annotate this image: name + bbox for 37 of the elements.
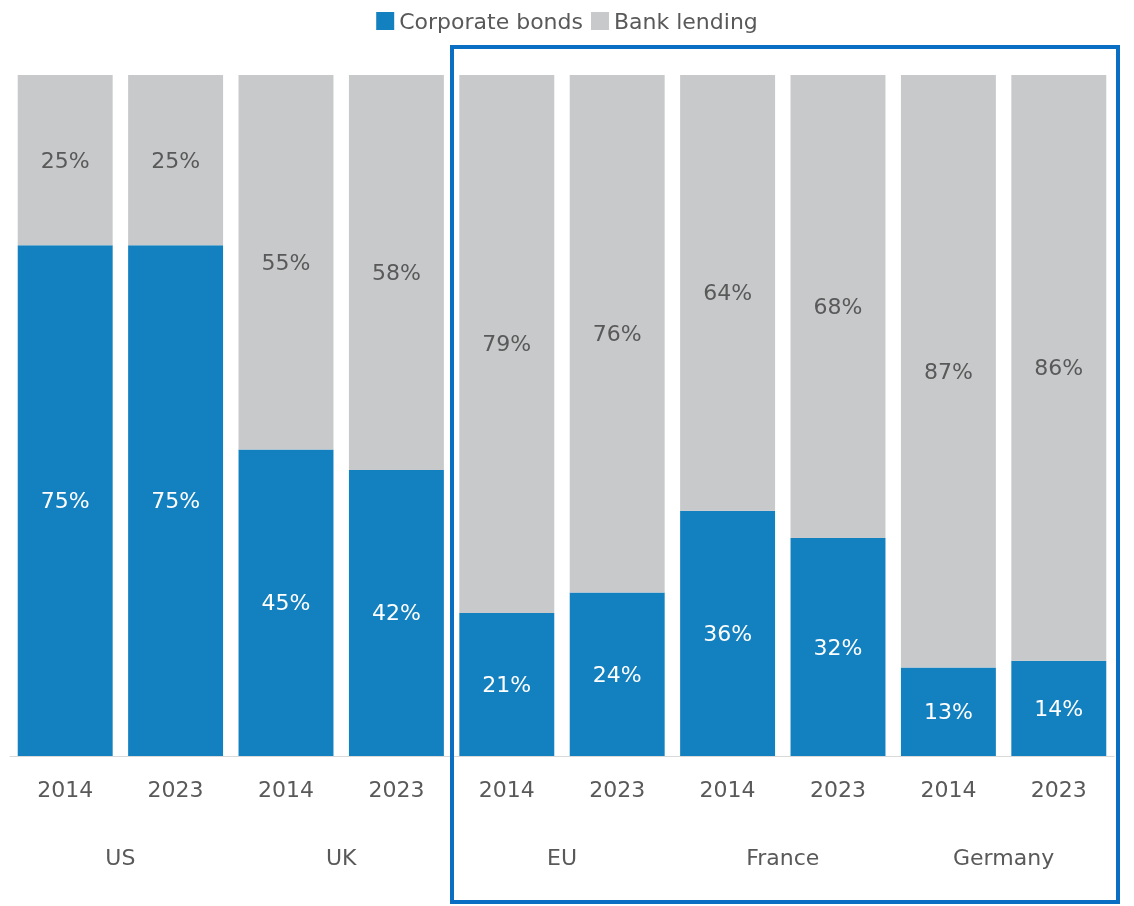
data-label: 25% (40, 147, 90, 173)
x-tick-label: 2023 (810, 776, 866, 802)
data-label: 42% (371, 600, 421, 626)
x-tick-label: 2014 (699, 776, 756, 802)
data-label: 87% (923, 358, 973, 384)
text: UK (325, 844, 358, 870)
text: Germany (953, 844, 1055, 870)
data-label: 13% (923, 699, 973, 725)
x-tick-label: 2023 (1030, 776, 1087, 802)
data-label: 58% (371, 259, 421, 285)
data-label: 75% (40, 488, 90, 514)
x-tick-label: 2014 (478, 776, 535, 802)
data-label: 25% (151, 147, 201, 173)
text: US (105, 844, 136, 870)
data-label: 79% (482, 331, 532, 357)
data-label: 55% (261, 249, 311, 275)
data-label: 14% (1034, 695, 1084, 721)
data-label: 76% (592, 321, 642, 347)
x-tick-label: 2014 (258, 776, 314, 802)
text: EU (546, 844, 578, 870)
data-label: 21% (482, 671, 532, 697)
data-label: 32% (813, 634, 863, 660)
x-tick-label: 2023 (147, 776, 204, 802)
legend-label: Corporate bonds (399, 8, 583, 34)
legend-label: Bank lending (613, 8, 758, 34)
x-tick-label: 2023 (368, 776, 425, 802)
data-label: 45% (261, 590, 311, 616)
text: France (746, 844, 820, 870)
data-label: 68% (813, 294, 863, 320)
data-label: 64% (703, 280, 753, 306)
data-label: 86% (1034, 355, 1084, 381)
x-tick-label: 2023 (589, 776, 646, 802)
data-label: 36% (703, 620, 753, 646)
x-tick-label: 2014 (37, 776, 94, 802)
data-label: 24% (592, 661, 642, 687)
x-tick-label: 2014 (920, 776, 977, 802)
data-label: 75% (151, 488, 201, 514)
